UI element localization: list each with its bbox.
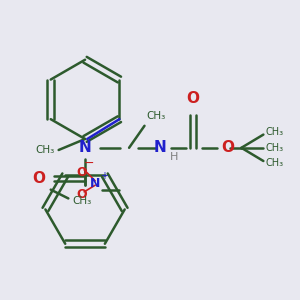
Text: CH₃: CH₃ (147, 111, 166, 122)
Text: O: O (222, 140, 235, 155)
Text: CH₃: CH₃ (35, 145, 54, 155)
Text: N: N (154, 140, 166, 155)
Text: O: O (76, 188, 87, 200)
Text: N: N (90, 176, 100, 190)
Text: H: H (170, 152, 178, 162)
Text: CH₃: CH₃ (266, 128, 284, 137)
Text: +: + (100, 171, 108, 182)
Text: CH₃: CH₃ (266, 158, 284, 168)
Text: CH₃: CH₃ (266, 143, 284, 153)
Text: O: O (32, 171, 45, 186)
Text: N: N (79, 140, 92, 155)
Text: O: O (76, 166, 87, 178)
Text: CH₃: CH₃ (73, 196, 92, 206)
Text: O: O (186, 91, 200, 106)
Text: −: − (83, 157, 94, 170)
